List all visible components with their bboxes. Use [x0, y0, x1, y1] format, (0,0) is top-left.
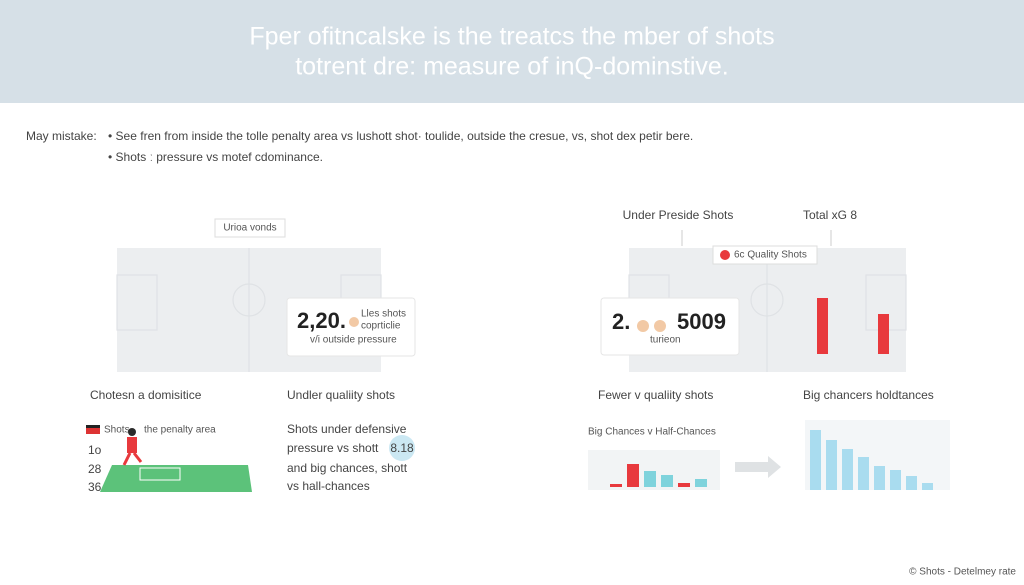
bar: [810, 430, 821, 490]
bar: [661, 475, 673, 487]
card-subtitle: v/i outside pressure: [310, 335, 397, 346]
face-icon: [654, 320, 666, 332]
flag: [86, 425, 100, 434]
section-title: Fewer v qualiity shots: [598, 388, 713, 402]
player-leg: [132, 452, 143, 463]
bar: [878, 314, 889, 354]
flag-stripe: [86, 425, 100, 428]
value-circle: [389, 435, 415, 461]
bar: [695, 479, 707, 487]
legend-text: Shots: [104, 425, 130, 436]
row-label: 28: [88, 462, 102, 476]
stat-card: [600, 297, 740, 356]
header-band: [0, 0, 1024, 103]
note-item: • See fren from inside the tolle penalty…: [108, 129, 693, 143]
body-line: and big chances, shott: [287, 461, 408, 475]
card-caption: Lles shots: [361, 309, 406, 320]
panel-label: Urioa vonds: [223, 223, 276, 234]
bar: [842, 449, 853, 490]
bar: [922, 483, 933, 490]
card-subtitle: turieon: [650, 335, 681, 346]
legend-text: the penalty area: [144, 425, 216, 436]
note-text: See fren from inside the tolle penalty a…: [116, 129, 694, 143]
notes-label: May mistake:: [26, 129, 97, 143]
bar: [858, 457, 869, 490]
header-line: totrent dre: measure of inQ-dominstive.: [295, 53, 729, 81]
note-item: • Shots ː pressure vs motef cdominance.: [108, 150, 323, 164]
badge-text: 6c Quality Shots: [734, 250, 807, 261]
body-line: pressure vs shott: [287, 441, 379, 455]
stat-card: [286, 297, 416, 357]
header-line: Fper ofitncalske is the treatcs the mber…: [249, 23, 774, 51]
panel-total: Total xG 8: [803, 208, 857, 222]
row-label: 36: [88, 480, 102, 494]
value-badge: 8.18: [390, 441, 414, 455]
badge: [712, 245, 818, 265]
panel-label: Under Preside Shots: [623, 208, 734, 222]
card-caption: coprticlie: [361, 321, 401, 332]
card-number: 5009: [677, 309, 726, 334]
player-head: [128, 428, 136, 436]
section-title: Undler qualiity shots: [287, 388, 395, 402]
footer: © Shots - Detelmey rate: [909, 567, 1016, 578]
bar: [906, 476, 917, 490]
mini-pitch: [100, 465, 252, 492]
chart-title: Big Chances v Half-Chances: [588, 427, 716, 438]
bar: [610, 484, 622, 487]
note-text: Shots ː pressure vs motef cdominance.: [116, 150, 323, 164]
mini-box: [139, 467, 181, 481]
bar: [678, 483, 690, 487]
bar: [826, 440, 837, 490]
bar: [627, 464, 639, 487]
body-line: Shots under defensive: [287, 422, 407, 436]
card-number: 2.: [612, 309, 630, 334]
label-box: [214, 218, 286, 238]
card-number: 2,20.: [297, 308, 346, 333]
face-icon: [349, 317, 359, 327]
bar: [817, 298, 828, 354]
section-title: Big chancers holdtances: [803, 388, 934, 402]
face-icon: [637, 320, 649, 332]
player-leg: [122, 452, 132, 466]
badge-icon: [720, 250, 730, 260]
bar: [874, 466, 885, 490]
arrow: [735, 456, 781, 478]
section-title: Chotesn a domisitice: [90, 388, 202, 402]
player-body: [127, 437, 137, 453]
bar: [890, 470, 901, 490]
row-label: 1o: [88, 443, 102, 457]
body-line: vs hall-chances: [287, 479, 370, 493]
bar: [644, 471, 656, 487]
